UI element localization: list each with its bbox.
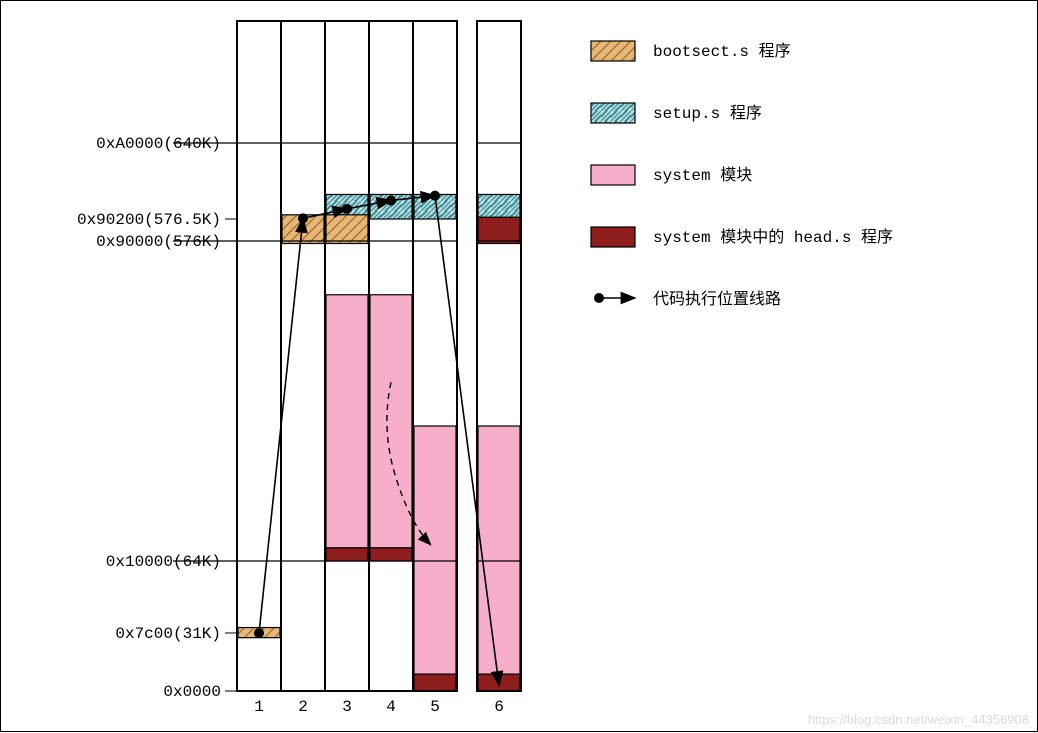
exec-dot <box>386 195 396 205</box>
column-label: 5 <box>430 698 440 716</box>
block-system <box>478 426 520 674</box>
legend-label: 代码执行位置线路 <box>653 290 781 309</box>
legend-swatch <box>591 165 635 185</box>
diagram-container: 0xA0000(640K) 0x90200(576.5K) 0x90000(576K… <box>0 0 1038 732</box>
yaxis-label: 0x7c00(31K) <box>115 625 221 643</box>
column-label: 4 <box>386 698 396 716</box>
yaxis-label: 0x90000(576K) <box>96 233 221 251</box>
block-head <box>326 548 368 561</box>
block-system <box>370 295 412 548</box>
legend-label: system 模块中的 head.s 程序 <box>653 228 893 247</box>
exec-dot <box>430 191 440 201</box>
yaxis-label: 0x10000(64K) <box>106 553 221 571</box>
diagram-svg: 0xA0000(640K) 0x90200(576.5K) 0x90000(576K… <box>1 1 1038 733</box>
column-1 <box>237 21 281 691</box>
column-label: 1 <box>254 698 264 716</box>
legend-swatch <box>591 41 635 61</box>
legend-label: system 模块 <box>653 166 752 185</box>
yaxis-label: 0x90200(576.5K) <box>77 211 221 229</box>
block-setup <box>478 194 520 219</box>
legend-label: bootsect.s 程序 <box>653 42 791 61</box>
column-label: 2 <box>298 698 308 716</box>
exec-dot <box>254 628 264 638</box>
block-head <box>414 674 456 691</box>
legend-label: setup.s 程序 <box>653 104 762 123</box>
yaxis-label: 0x0000 <box>163 683 221 701</box>
column-label: 6 <box>494 698 504 716</box>
yaxis-label: 0xA0000(640K) <box>96 135 221 153</box>
exec-dot <box>298 213 308 223</box>
watermark: https://blog.csdn.net/weixin_44356908 <box>808 712 1029 727</box>
legend-swatch <box>591 103 635 123</box>
block-bootsect <box>326 215 368 244</box>
block-system <box>414 426 456 674</box>
exec-dot <box>342 204 352 214</box>
legend-swatch <box>591 227 635 247</box>
block-head <box>370 548 412 561</box>
block-system <box>326 295 368 548</box>
column-label: 3 <box>342 698 352 716</box>
block-head <box>478 217 520 243</box>
